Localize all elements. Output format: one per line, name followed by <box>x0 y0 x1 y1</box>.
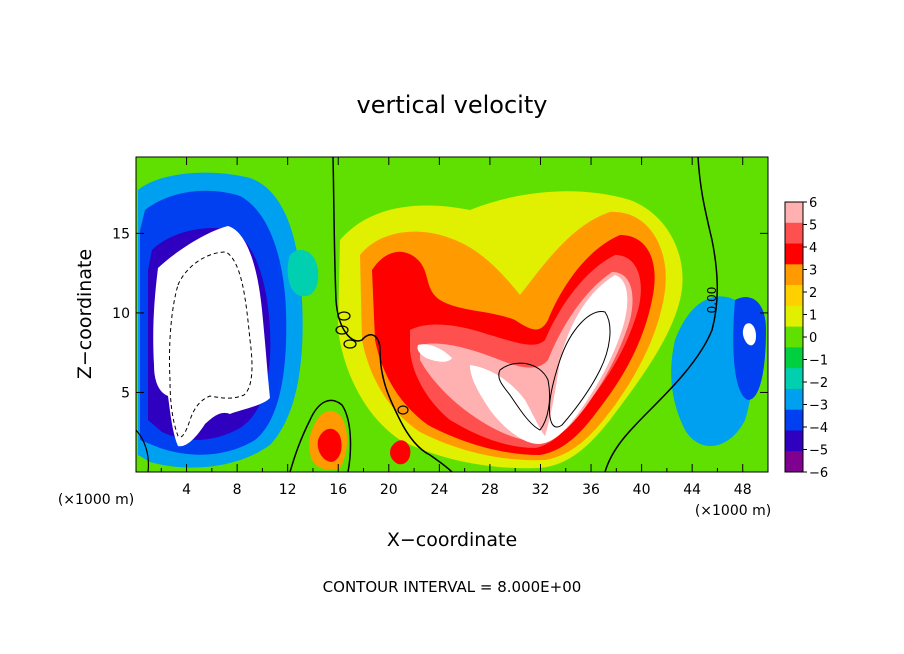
plot-frame <box>135 156 769 473</box>
zero-contour-bottom-left <box>289 399 352 472</box>
zero-contour-small-5 <box>136 429 150 472</box>
y-axis-label: Z−coordinate <box>74 249 96 379</box>
x-tick-label: 12 <box>279 482 297 498</box>
small-updraft-red-2 <box>390 440 411 465</box>
colorbar-tick-label: −1 <box>809 354 828 369</box>
colorbar-swatch <box>785 388 803 411</box>
colorbar-swatch <box>785 222 803 245</box>
y-axis-ticks: 5 10 15 <box>112 226 768 401</box>
velocity-field: 0.00 <box>136 157 768 472</box>
small-updraft-red <box>317 428 342 462</box>
contour-interval-footer: CONTOUR INTERVAL = 8.000E+00 <box>323 578 582 596</box>
blue-patch-2 <box>671 296 753 447</box>
updraft-inner-contour-right <box>549 311 611 428</box>
colorbar: 6 5 4 3 2 1 0 −1 −2 −3 −4 −5 −6 <box>784 196 828 481</box>
blue-patch-3 <box>733 297 766 400</box>
colorbar-swatch <box>785 305 803 328</box>
y-tick-label: 15 <box>112 226 130 242</box>
zero-contour-left <box>332 157 453 472</box>
colorbar-tick-label: −6 <box>809 466 828 481</box>
colorbar-swatch <box>785 409 803 431</box>
x-tick-label: 32 <box>532 482 550 498</box>
x-tick-label: 44 <box>683 482 701 498</box>
x-tick-label: 40 <box>633 482 651 498</box>
x-axis-ticks: 4 8 12 16 20 24 28 32 36 40 44 48 <box>160 157 752 498</box>
colorbar-swatch <box>785 202 803 224</box>
colorbar-tick-label: 0 <box>809 331 817 346</box>
updraft-core-left <box>417 344 452 362</box>
colorbar-swatch <box>785 243 803 265</box>
colorbar-tick-label: −2 <box>809 376 828 391</box>
colorbar-tick-label: 5 <box>809 219 817 234</box>
updraft-core <box>470 275 628 445</box>
x-tick-label: 24 <box>430 482 448 498</box>
x-tick-label: 16 <box>329 482 347 498</box>
colorbar-tick-label: −3 <box>809 399 828 414</box>
x-tick-label: 8 <box>233 482 242 498</box>
zero-contour-small-4 <box>397 405 409 415</box>
blue-patch-1 <box>287 250 319 297</box>
x-tick-label: 48 <box>734 482 752 498</box>
colorbar-swatch <box>785 326 803 348</box>
colorbar-tick-label: 4 <box>809 241 817 256</box>
colorbar-tick-label: 3 <box>809 264 817 279</box>
colorbar-tick-label: 1 <box>809 309 817 324</box>
y-tick-label: 5 <box>121 385 130 401</box>
colorbar-tick-label: −4 <box>809 421 828 436</box>
zero-contour-small-3 <box>343 339 357 349</box>
colorbar-swatch <box>785 368 803 390</box>
colorbar-tick-label: −5 <box>809 444 828 459</box>
x-tick-label: 20 <box>380 482 398 498</box>
x-unit-label-right: (×1000 m) <box>695 503 771 519</box>
colorbar-swatch <box>785 285 803 307</box>
colorbar-swatch <box>785 347 803 369</box>
colorbar-tick-label: 2 <box>809 286 817 301</box>
colorbar-swatch <box>785 451 803 473</box>
x-unit-label-left: (×1000 m) <box>58 492 134 508</box>
x-tick-label: 28 <box>481 482 499 498</box>
x-tick-label: 36 <box>582 482 600 498</box>
y-tick-label: 10 <box>112 306 130 322</box>
x-axis-label: X−coordinate <box>387 529 517 551</box>
updraft-inner-contour-left <box>498 362 551 431</box>
downdraft-core <box>153 226 270 447</box>
zero-contour-small-2 <box>335 325 349 335</box>
zero-contour-right <box>604 157 718 472</box>
x-tick-label: 4 <box>182 482 191 498</box>
colorbar-swatch <box>785 430 803 452</box>
downdraft-right-core <box>742 323 756 346</box>
zero-contour-small-1 <box>337 311 351 321</box>
downdraft-dashed-contour <box>168 251 253 438</box>
chart-title: vertical velocity <box>357 91 548 119</box>
colorbar-swatch <box>785 264 803 286</box>
contour-label: 0.00 <box>705 287 719 314</box>
colorbar-tick-label: 6 <box>809 196 817 211</box>
